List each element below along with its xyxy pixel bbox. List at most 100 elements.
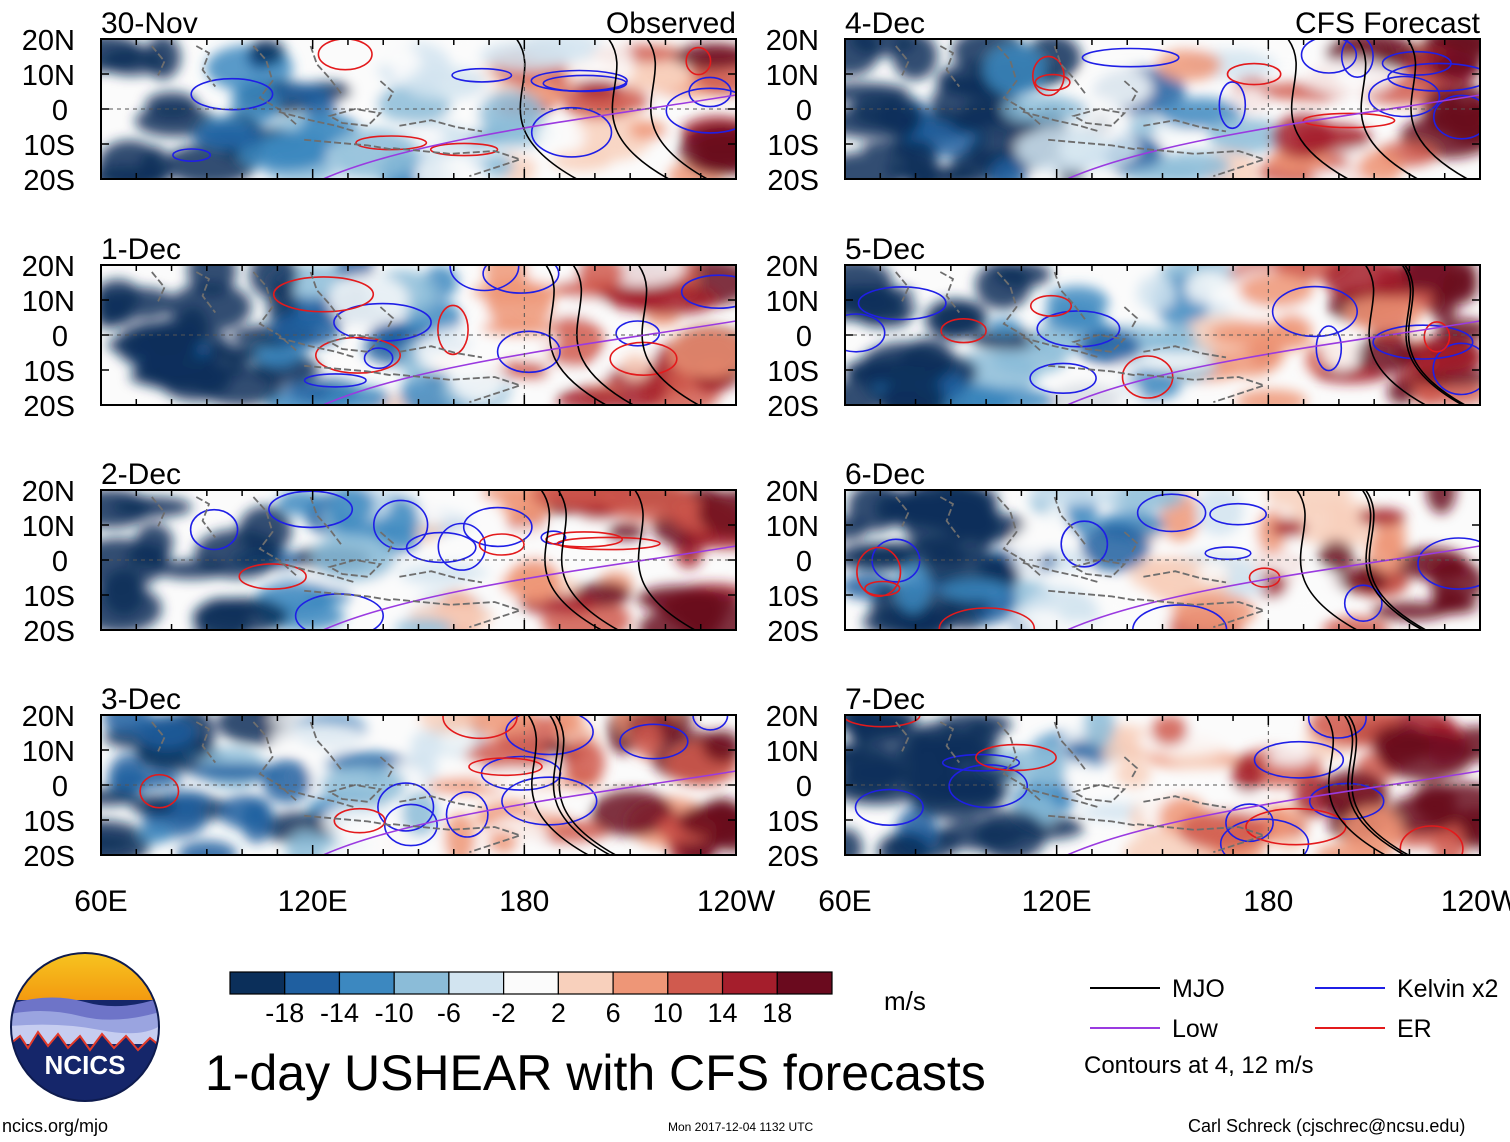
y-tick-label: 20S	[23, 616, 75, 648]
colorbar-swatch	[503, 971, 559, 995]
y-tick-label: 10N	[766, 286, 819, 318]
colorbar-tick-label: -10	[375, 998, 414, 1028]
y-tick-label: 20S	[767, 616, 819, 648]
colorbar: -18 -14 -10 -6 -2 2 6 10 14 18	[229, 971, 833, 1028]
y-tick-label: 20N	[22, 701, 75, 733]
y-tick-label: 20N	[22, 476, 75, 508]
y-tick-label: 20S	[767, 165, 819, 197]
legend-label: Low	[1172, 1015, 1219, 1043]
y-tick-label: 10N	[22, 736, 75, 768]
figure-title: 1-day USHEAR with CFS forecasts	[205, 1045, 986, 1101]
y-tick-label: 20N	[22, 25, 75, 57]
x-tick-label: 120E	[1022, 885, 1092, 918]
x-tick-label: 180	[499, 885, 549, 918]
y-tick-label: 10N	[22, 286, 75, 318]
y-tick-label: 10N	[22, 60, 75, 92]
timestamp: Mon 2017-12-04 1132 UTC	[668, 1120, 814, 1134]
y-tick-label: 20S	[23, 165, 75, 197]
x-tick-label: 120W	[1441, 885, 1510, 918]
logo-text: NCICS	[45, 1050, 126, 1080]
y-tick-label: 0	[52, 546, 68, 578]
y-tick-label: 10N	[766, 60, 819, 92]
author-credit: Carl Schreck (cjschrec@ncsu.edu)	[1188, 1116, 1466, 1136]
colorbar-tick-label: 10	[653, 998, 683, 1028]
y-tick-label: 20S	[23, 391, 75, 423]
y-tick-label: 20S	[23, 841, 75, 873]
y-tick-label: 0	[52, 95, 68, 127]
y-tick-label: 0	[52, 771, 68, 803]
legend-label: MJO	[1172, 975, 1225, 1003]
colorbar-tick-label: 18	[762, 998, 792, 1028]
column-label: Observed	[606, 7, 736, 40]
panel-date-label: 30-Nov	[101, 7, 198, 40]
y-tick-label: 20S	[767, 391, 819, 423]
y-tick-label: 10S	[23, 581, 75, 613]
y-tick-label: 20N	[766, 251, 819, 283]
colorbar-swatch	[229, 971, 286, 995]
y-tick-label: 0	[796, 771, 812, 803]
y-tick-label: 10S	[767, 356, 819, 388]
panel-date-label: 1-Dec	[101, 233, 181, 266]
column-label: CFS Forecast	[1295, 7, 1481, 40]
colorbar-units: m/s	[884, 986, 926, 1016]
y-tick-label: 10N	[22, 511, 75, 543]
y-tick-label: 20N	[766, 25, 819, 57]
x-tick-label: 180	[1243, 885, 1293, 918]
colorbar-tick-label: 2	[551, 998, 566, 1028]
colorbar-swatch	[338, 971, 395, 995]
x-tick-label: 60E	[818, 885, 871, 918]
colorbar-tick-label: -6	[437, 998, 461, 1028]
colorbar-swatch	[612, 971, 669, 995]
y-tick-label: 10S	[23, 130, 75, 162]
colorbar-tick-label: 14	[708, 998, 738, 1028]
y-tick-label: 10N	[766, 736, 819, 768]
y-tick-label: 10N	[766, 511, 819, 543]
y-tick-label: 10S	[767, 130, 819, 162]
contour-note: Contours at 4, 12 m/s	[1084, 1052, 1314, 1079]
contour-legend: MJO Kelvin x2 Low ER	[1090, 975, 1498, 1043]
y-tick-label: 0	[796, 546, 812, 578]
panel-date-label: 2-Dec	[101, 458, 181, 491]
panel-date-label: 4-Dec	[845, 7, 925, 40]
colorbar-swatch	[448, 971, 505, 995]
legend-label: Kelvin x2	[1397, 975, 1498, 1003]
panel-date-label: 6-Dec	[845, 458, 925, 491]
colorbar-swatch	[557, 971, 614, 995]
panel-date-label: 5-Dec	[845, 233, 925, 266]
colorbar-tick-label: -14	[320, 998, 359, 1028]
colorbar-tick-label: -2	[492, 998, 516, 1028]
y-tick-label: 0	[52, 321, 68, 353]
y-tick-label: 20N	[766, 701, 819, 733]
colorbar-swatch	[284, 971, 341, 995]
y-tick-label: 20N	[22, 251, 75, 283]
panel-date-label: 3-Dec	[101, 683, 181, 716]
y-tick-label: 20N	[766, 476, 819, 508]
ncics-logo: NCICS	[10, 952, 160, 1102]
y-tick-label: 20S	[767, 841, 819, 873]
colorbar-swatch	[721, 971, 778, 995]
x-tick-label: 120W	[697, 885, 776, 918]
colorbar-tick-label: 6	[606, 998, 621, 1028]
legend-label: ER	[1397, 1015, 1432, 1043]
site-link[interactable]: ncics.org/mjo	[2, 1116, 109, 1136]
y-tick-label: 0	[796, 321, 812, 353]
colorbar-swatch	[393, 971, 450, 995]
y-tick-label: 10S	[767, 806, 819, 838]
colorbar-tick-label: -18	[265, 998, 304, 1028]
x-tick-label: 60E	[74, 885, 127, 918]
panel-date-label: 7-Dec	[845, 683, 925, 716]
y-tick-label: 10S	[767, 581, 819, 613]
y-tick-label: 0	[796, 95, 812, 127]
x-tick-label: 120E	[278, 885, 348, 918]
colorbar-swatch	[667, 971, 724, 995]
y-tick-label: 10S	[23, 356, 75, 388]
